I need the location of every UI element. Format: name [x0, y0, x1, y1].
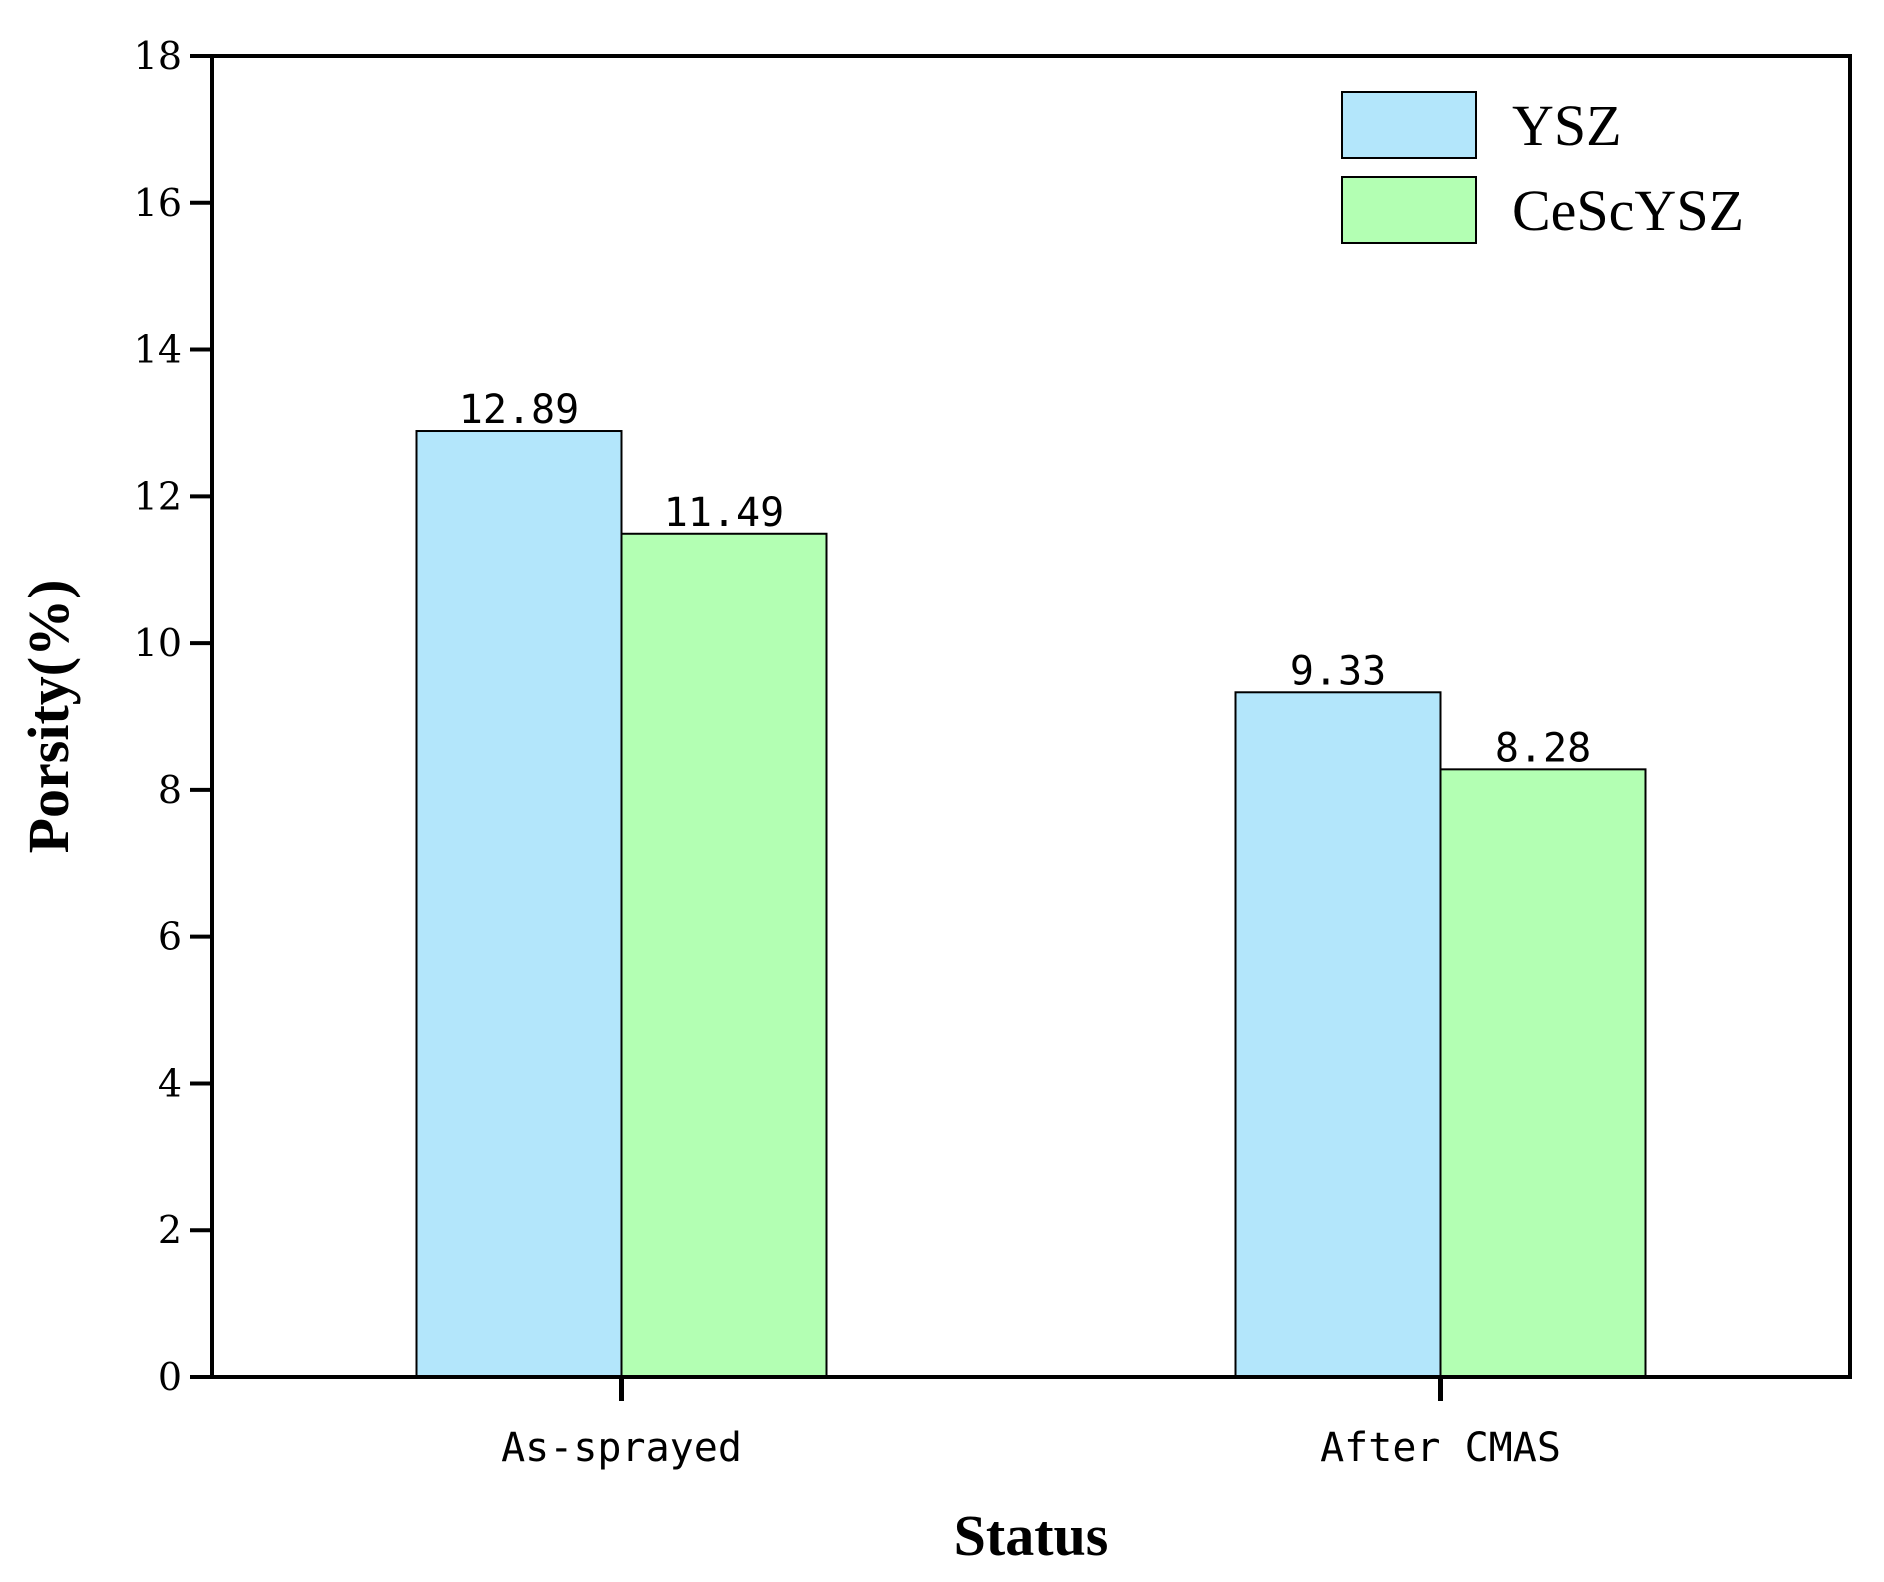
- y-tick-label: 6: [158, 915, 182, 959]
- x-axis: As-sprayed After CMAS: [501, 1377, 1561, 1471]
- data-label-cescysz-1: 11.49: [664, 490, 784, 536]
- bar-ysz-1: [415, 430, 623, 1378]
- legend-swatch-ysz: [1341, 91, 1477, 159]
- x-tick-label-1: As-sprayed: [501, 1425, 742, 1471]
- y-tick-label: 0: [158, 1355, 182, 1399]
- x-tick-label-2: After CMAS: [1320, 1425, 1561, 1471]
- y-tick-label: 10: [134, 621, 182, 665]
- plot-frame: [210, 54, 1852, 1379]
- legend-swatch-cescysz: [1341, 176, 1477, 244]
- data-label-cescysz-2: 8.28: [1495, 725, 1591, 771]
- x-axis-title: Status: [954, 1503, 1109, 1568]
- y-tick-label: 14: [134, 328, 182, 372]
- bars-group: [415, 430, 1647, 1378]
- y-tick-label: 12: [134, 474, 182, 518]
- data-label-ysz-2: 9.33: [1290, 648, 1386, 694]
- legend-label-cescysz: CeScYSZ: [1512, 178, 1744, 243]
- y-tick-label: 18: [134, 34, 182, 78]
- data-labels-group: 12.89 9.33 11.49 8.28: [459, 387, 1591, 771]
- y-axis: 0 2 4 6 8 10 12 14 16 18: [134, 34, 212, 1399]
- legend-label-ysz: YSZ: [1512, 93, 1622, 158]
- y-tick-label: 16: [134, 181, 182, 225]
- bar-cescysz-1: [620, 532, 828, 1378]
- y-tick-label: 4: [158, 1061, 182, 1105]
- bar-cescysz-2: [1439, 768, 1647, 1378]
- data-label-ysz-1: 12.89: [459, 387, 579, 433]
- bar-ysz-2: [1234, 691, 1442, 1378]
- y-tick-label: 2: [158, 1208, 182, 1252]
- legend: YSZ CeScYSZ: [1341, 91, 1744, 244]
- y-axis-title: Porsity(%): [16, 580, 81, 854]
- y-tick-label: 8: [158, 768, 182, 812]
